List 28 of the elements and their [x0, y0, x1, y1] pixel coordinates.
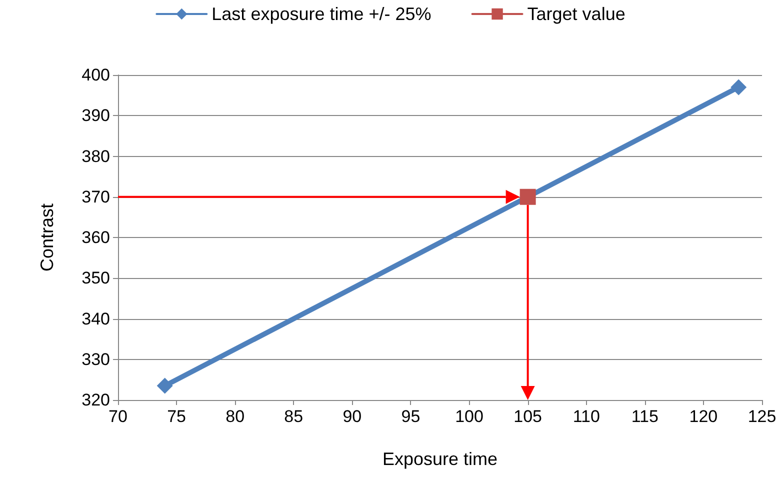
x-tick-label: 110 [572, 407, 600, 426]
x-tick-label: 100 [455, 407, 484, 426]
point [730, 79, 747, 96]
x-tick-label: 115 [631, 407, 658, 426]
x-tick-label: 75 [167, 407, 186, 426]
x-tick-label: 105 [514, 407, 542, 426]
x-tick-label: 120 [689, 407, 718, 426]
point [520, 188, 536, 205]
legend-label: Target value [527, 4, 626, 24]
y-tick-label: 360 [82, 228, 110, 247]
x-tick-label: 125 [748, 407, 776, 426]
y-axis-title: Contrast [37, 203, 57, 272]
x-tick-label: 90 [342, 407, 362, 426]
y-tick-label: 400 [82, 66, 110, 84]
y-tick-label: 370 [82, 187, 110, 206]
y-tick-label: 330 [82, 350, 110, 369]
x-tick-label: 80 [226, 407, 245, 426]
legend-label: Last exposure time +/- 25% [212, 4, 432, 24]
y-tick-label: 390 [82, 106, 110, 126]
x-tick-label: 85 [284, 407, 304, 426]
x-tick-label: 70 [108, 407, 128, 426]
y-tick-label: 350 [82, 268, 110, 288]
x-axis-title: Exposure time [382, 449, 498, 469]
x-tick-label: 95 [401, 407, 420, 426]
y-tick-label: 320 [82, 390, 110, 410]
y-tick-label: 340 [82, 309, 110, 328]
point [156, 378, 173, 394]
y-tick-label: 380 [82, 146, 110, 166]
